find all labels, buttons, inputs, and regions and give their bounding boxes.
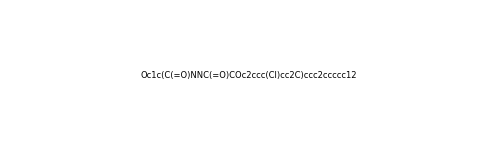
Text: Oc1c(C(=O)NNC(=O)COc2ccc(Cl)cc2C)ccc2ccccc12: Oc1c(C(=O)NNC(=O)COc2ccc(Cl)cc2C)ccc2ccc… <box>140 71 357 80</box>
